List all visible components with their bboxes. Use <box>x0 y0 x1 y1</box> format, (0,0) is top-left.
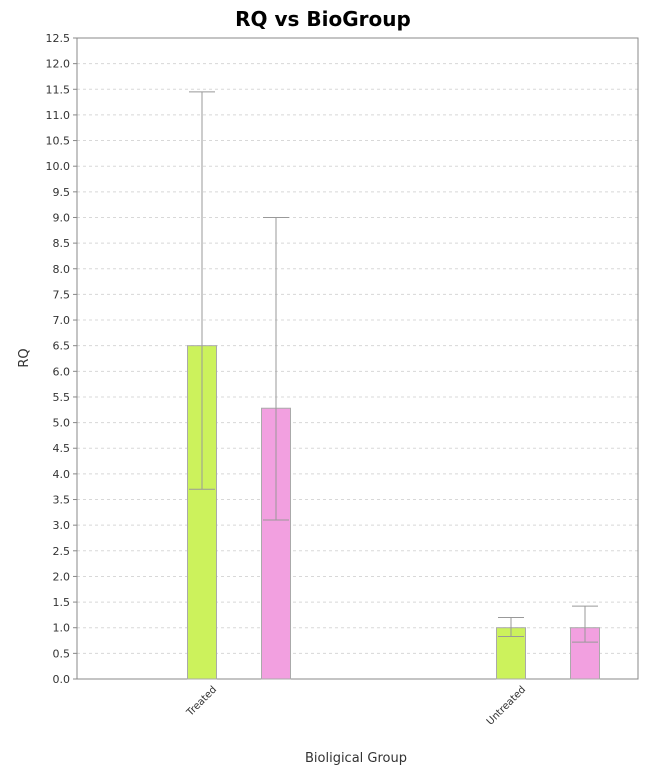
x-axis-categories: Treated Untreated <box>184 684 528 727</box>
y-tick-label: 4.5 <box>53 442 71 455</box>
error-bars <box>189 91 598 643</box>
y-tick-label: 8.0 <box>53 263 71 276</box>
y-tick-label: 8.5 <box>53 237 71 250</box>
y-tick-label: 11.0 <box>46 109 71 122</box>
y-tick-label: 6.0 <box>53 365 71 378</box>
y-tick-label: 1.5 <box>53 596 71 609</box>
x-axis-label: Bioligical Group <box>305 751 407 766</box>
y-tick-label: 12.0 <box>46 58 71 71</box>
chart-title: RQ vs BioGroup <box>235 7 411 31</box>
y-tick-label: 5.0 <box>53 417 71 430</box>
y-tick-label: 0.5 <box>53 647 71 660</box>
y-tick-label: 2.0 <box>53 570 71 583</box>
grid-lines <box>77 37 638 680</box>
y-tick-label: 3.0 <box>53 519 71 532</box>
y-tick-label: 10.5 <box>46 135 71 148</box>
y-tick-label: 2.5 <box>53 545 71 558</box>
bars <box>187 345 600 680</box>
bar <box>570 627 600 680</box>
y-tick-label: 6.5 <box>53 340 71 353</box>
y-tick-label: 5.5 <box>53 391 71 404</box>
y-tick-label: 7.5 <box>53 288 71 301</box>
y-tick-label: 9.0 <box>53 211 71 224</box>
x-category-label: Treated <box>184 684 219 719</box>
y-tick-label: 3.5 <box>53 494 71 507</box>
y-axis-ticks: 0.0 0.5 1.0 1.5 2.0 2.5 3.0 3.5 4.0 4.5 5.0 5.5 6.0 6… <box>46 32 77 686</box>
y-tick-label: 1.0 <box>53 622 71 635</box>
y-tick-label: 9.5 <box>53 186 71 199</box>
y-tick-label: 0.0 <box>53 673 71 686</box>
y-tick-label: 7.0 <box>53 314 71 327</box>
plot-area <box>76 37 639 680</box>
y-tick-label: 10.0 <box>46 160 71 173</box>
y-axis-label: RQ <box>17 348 32 367</box>
y-tick-label: 4.0 <box>53 468 71 481</box>
x-category-label: Untreated <box>485 684 528 727</box>
y-tick-label: 12.5 <box>46 32 71 45</box>
y-tick-label: 11.5 <box>46 83 71 96</box>
